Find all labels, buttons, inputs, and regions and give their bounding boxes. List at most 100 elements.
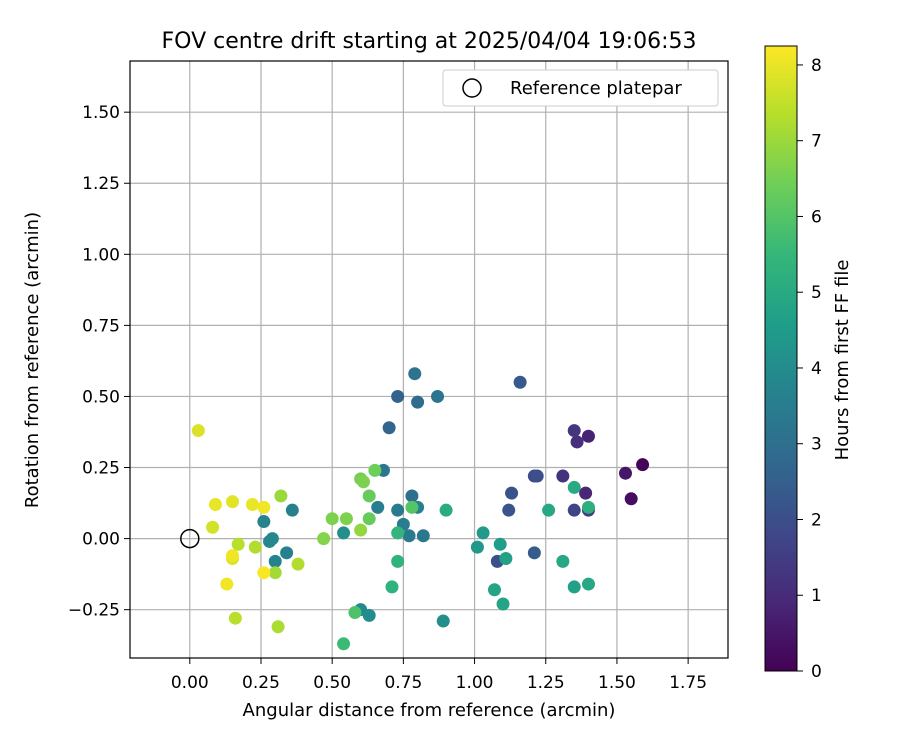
scatter-point (280, 546, 294, 560)
scatter-point (502, 503, 516, 517)
scatter-point (411, 395, 425, 409)
scatter-point (325, 512, 339, 526)
scatter-point (391, 503, 405, 517)
scatter-point (391, 554, 405, 568)
scatter-point (567, 580, 581, 594)
scatter-point (257, 500, 271, 514)
plot-frame (129, 60, 729, 659)
colorbar-label: Hours from first FF file (832, 260, 853, 461)
scatter-point (405, 500, 419, 514)
scatter-point (513, 375, 527, 389)
scatter-point (368, 463, 382, 477)
y-tick-label: 1.00 (82, 245, 120, 265)
y-tick-label: 1.50 (82, 103, 120, 123)
scatter-point (348, 606, 362, 620)
y-tick-label: 0.75 (82, 316, 120, 336)
colorbar-tick-label: 0 (811, 662, 822, 682)
scatter-point (567, 424, 581, 438)
scatter-point (499, 552, 513, 565)
scatter-point (248, 540, 262, 554)
x-tick-label: 1.75 (669, 673, 707, 693)
colorbar-gradient (764, 45, 798, 672)
scatter-point (354, 523, 368, 537)
scatter-point (362, 608, 376, 622)
reference-platepar-marker (180, 528, 200, 549)
colorbar-tick-label: 2 (811, 510, 822, 530)
scatter-point (618, 466, 632, 480)
colorbar-tick-label: 1 (811, 586, 822, 606)
scatter-point (337, 526, 351, 540)
scatter-point (556, 554, 570, 568)
scatter-point (505, 486, 519, 500)
scatter-point (570, 435, 584, 449)
chart-title: FOV centre drift starting at 2025/04/04 … (162, 29, 697, 54)
x-tick-label: 0.25 (242, 673, 280, 693)
x-tick-label: 0.75 (384, 673, 422, 693)
scatter-point (357, 475, 371, 489)
scatter-point (382, 421, 396, 435)
scatter-point (431, 389, 445, 403)
x-tick-label: 1.50 (598, 673, 636, 693)
scatter-point (371, 500, 385, 514)
colorbar-tick-label: 3 (811, 435, 822, 455)
scatter-point (362, 512, 376, 526)
legend-label: Reference platepar (510, 78, 682, 99)
scatter-point (231, 537, 245, 551)
scatter-point (527, 546, 541, 560)
scatter-point (470, 540, 484, 554)
scatter-point (391, 526, 405, 540)
x-axis-label: Angular distance from reference (arcmin) (243, 700, 616, 721)
x-axis-ticks: 0.00 0.25 0.50 0.75 1.00 1.25 1.50 1.75 (171, 658, 707, 693)
scatter-point (439, 503, 453, 517)
legend-box (442, 69, 719, 107)
colorbar-ticks: 0 1 2 3 4 5 6 7 8 (797, 56, 822, 682)
y-tick-label: 0.50 (82, 387, 120, 407)
scatter-point (226, 495, 240, 509)
scatter-point (402, 529, 416, 543)
x-tick-label: 0.00 (171, 673, 209, 693)
y-tick-label: 1.25 (82, 174, 120, 194)
scatter-point (291, 557, 305, 571)
scatter-point (228, 611, 242, 625)
scatter-point (476, 526, 490, 540)
scatter-point (285, 503, 299, 517)
scatter-point (496, 597, 510, 611)
scatter-point (556, 469, 570, 483)
scatter-point (206, 520, 220, 534)
scatter-point (542, 503, 556, 517)
y-axis-label: Rotation from reference (arcmin) (22, 212, 43, 508)
scatter-point (317, 532, 331, 546)
legend-marker (462, 78, 482, 98)
colorbar-tick-label: 6 (811, 207, 822, 227)
legend: Reference platepar (442, 69, 719, 107)
scatter-point (493, 537, 507, 551)
scatter-point (530, 469, 544, 483)
y-tick-label: 0.00 (82, 530, 120, 550)
x-tick-label: 0.50 (313, 673, 351, 693)
scatter-point (337, 637, 351, 651)
scatter-point (191, 424, 205, 438)
scatter-point (274, 489, 288, 503)
scatter-point (567, 480, 581, 494)
scatter-point (268, 566, 282, 580)
scatter-point (226, 549, 240, 563)
scatter-point (208, 497, 222, 511)
scatter-point (624, 492, 638, 506)
grid-lines (130, 61, 728, 658)
scatter-point (257, 566, 271, 580)
y-tick-label: 0.25 (82, 459, 120, 479)
scatter-point (339, 512, 353, 526)
colorbar-tick-label: 4 (811, 359, 822, 379)
y-tick-label: −0.25 (68, 601, 120, 621)
scatter-point (636, 458, 650, 472)
scatter-point (567, 503, 581, 517)
x-tick-label: 1.25 (527, 673, 565, 693)
scatter-point (581, 500, 595, 514)
scatter-point (416, 529, 430, 543)
scatter-point (257, 515, 271, 529)
colorbar: 0 1 2 3 4 5 6 7 8 Hours from first FF file (764, 45, 853, 682)
x-tick-label: 1.00 (456, 673, 494, 693)
scatter-point (581, 429, 595, 443)
scatter-point (245, 497, 259, 511)
